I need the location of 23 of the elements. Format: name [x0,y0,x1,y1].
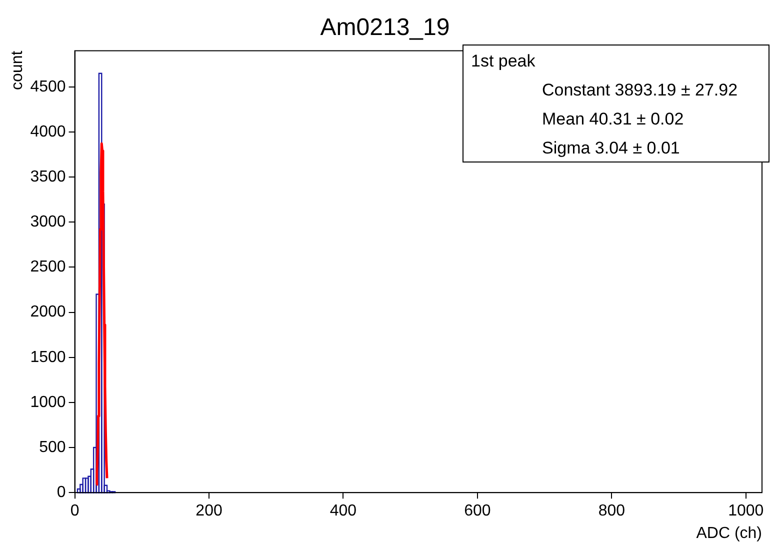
y-tick-label: 4500 [30,78,66,96]
annotation: 1st peak [471,52,536,71]
y-tick-label: 1500 [30,348,66,366]
annotation: Sigma 3.04 ± 0.01 [542,138,680,158]
annotation: Constant 3893.19 ± 27.92 [542,80,738,100]
y-tick-label: 3000 [30,214,66,231]
annotation: Mean 40.31 ± 0.02 [542,110,684,129]
x-tick-label: 400 [330,502,357,520]
y-tick-label: 0 [56,484,66,502]
y-axis-title: count [9,50,26,90]
x-tick-label: 200 [196,502,222,520]
y-tick-label: 500 [39,438,66,456]
chart-title: Am0213_19 [320,14,450,42]
y-tick-label: 2000 [30,304,66,321]
x-tick-label: 600 [464,502,491,520]
x-tick-label: 0 [70,502,80,520]
y-tick-label: 4000 [30,123,66,140]
x-tick-label: 1000 [728,502,764,520]
x-tick-label: 800 [598,502,626,520]
x-axis-title: ADC (ch) [696,524,762,542]
y-tick-label: 3500 [30,168,66,186]
y-tick-label: 1000 [30,394,66,411]
y-tick-label: 2500 [30,258,66,276]
